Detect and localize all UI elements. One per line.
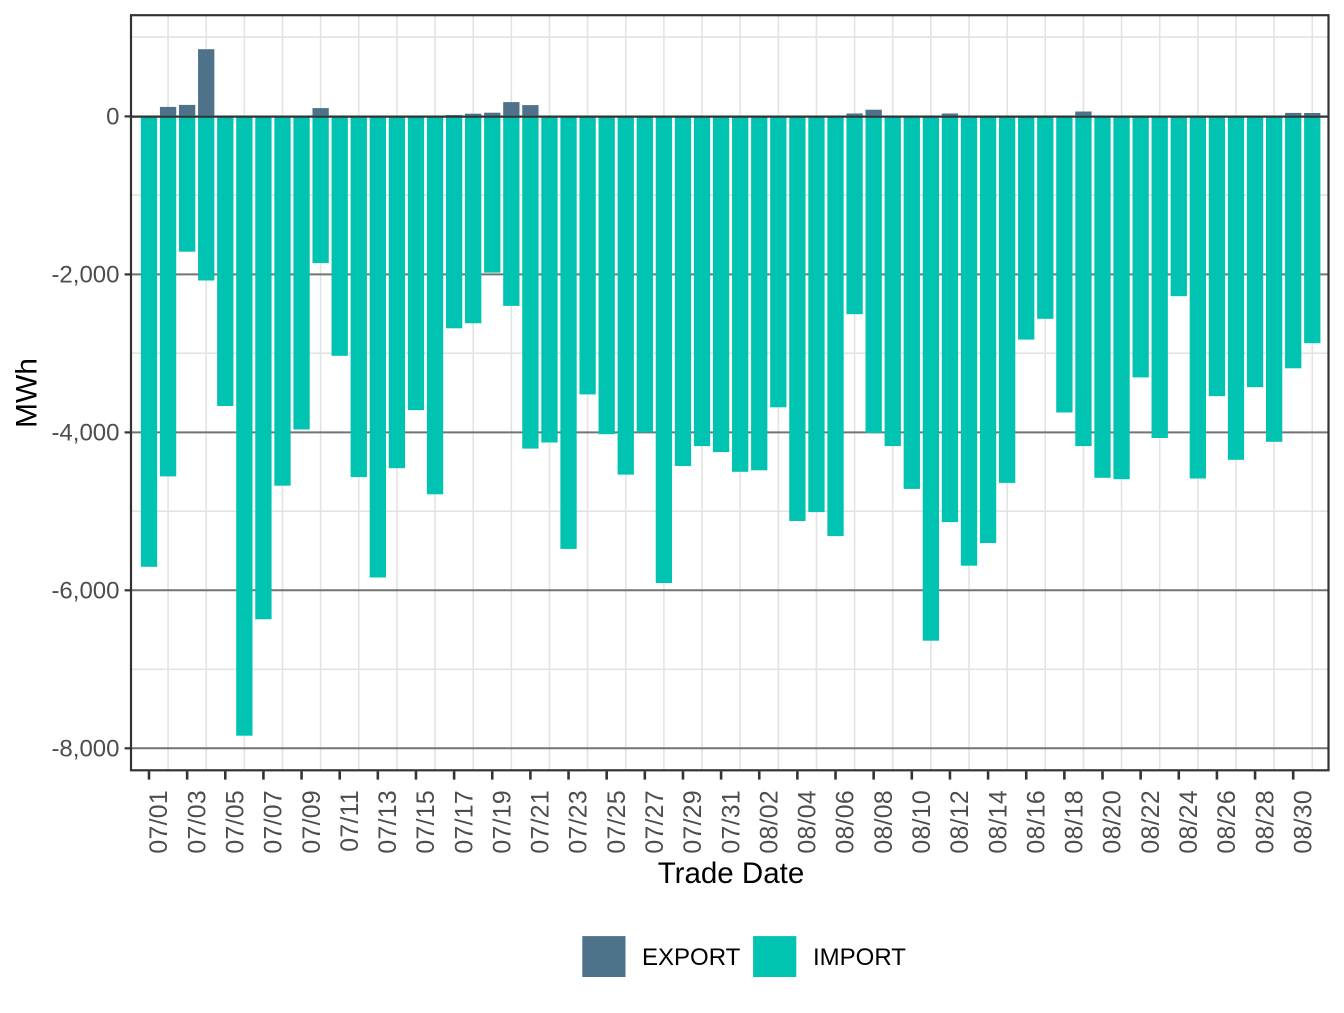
svg-text:08/08: 08/08 <box>871 790 898 854</box>
svg-text:07/07: 07/07 <box>261 790 288 854</box>
svg-text:07/11: 07/11 <box>337 790 364 852</box>
svg-text:07/29: 07/29 <box>680 790 707 854</box>
svg-text:07/23: 07/23 <box>566 790 593 854</box>
svg-text:07/03: 07/03 <box>184 790 211 854</box>
svg-text:07/13: 07/13 <box>375 790 402 854</box>
svg-text:08/26: 08/26 <box>1214 790 1241 854</box>
svg-text:MWh: MWh <box>11 358 44 428</box>
svg-text:08/02: 08/02 <box>756 790 783 854</box>
svg-text:-6,000: -6,000 <box>51 578 119 605</box>
svg-text:07/27: 07/27 <box>642 790 669 854</box>
svg-text:07/19: 07/19 <box>489 790 516 854</box>
svg-text:07/15: 07/15 <box>413 790 440 854</box>
svg-text:08/14: 08/14 <box>985 790 1012 854</box>
svg-text:07/05: 07/05 <box>222 790 249 854</box>
svg-text:07/25: 07/25 <box>604 790 631 854</box>
svg-text:08/22: 08/22 <box>1138 790 1165 854</box>
svg-text:0: 0 <box>106 104 119 131</box>
svg-text:07/21: 07/21 <box>528 790 555 854</box>
svg-text:IMPORT: IMPORT <box>813 944 906 971</box>
svg-text:07/01: 07/01 <box>146 790 173 854</box>
svg-text:08/28: 08/28 <box>1252 790 1279 854</box>
svg-text:08/04: 08/04 <box>795 790 822 854</box>
svg-text:08/16: 08/16 <box>1023 790 1050 854</box>
svg-text:08/24: 08/24 <box>1176 790 1203 854</box>
svg-text:-2,000: -2,000 <box>51 262 119 289</box>
svg-text:08/10: 08/10 <box>909 790 936 854</box>
svg-text:07/09: 07/09 <box>299 790 326 854</box>
svg-text:08/18: 08/18 <box>1062 790 1089 854</box>
svg-text:-4,000: -4,000 <box>51 420 119 447</box>
svg-text:08/06: 08/06 <box>833 790 860 854</box>
svg-text:-8,000: -8,000 <box>51 736 119 763</box>
svg-text:Trade Date: Trade Date <box>658 857 804 890</box>
svg-text:07/17: 07/17 <box>451 790 478 854</box>
svg-text:08/12: 08/12 <box>947 790 974 854</box>
svg-text:08/20: 08/20 <box>1100 790 1127 854</box>
svg-text:EXPORT: EXPORT <box>642 944 741 971</box>
svg-text:07/31: 07/31 <box>718 790 745 854</box>
svg-text:08/30: 08/30 <box>1290 790 1317 854</box>
